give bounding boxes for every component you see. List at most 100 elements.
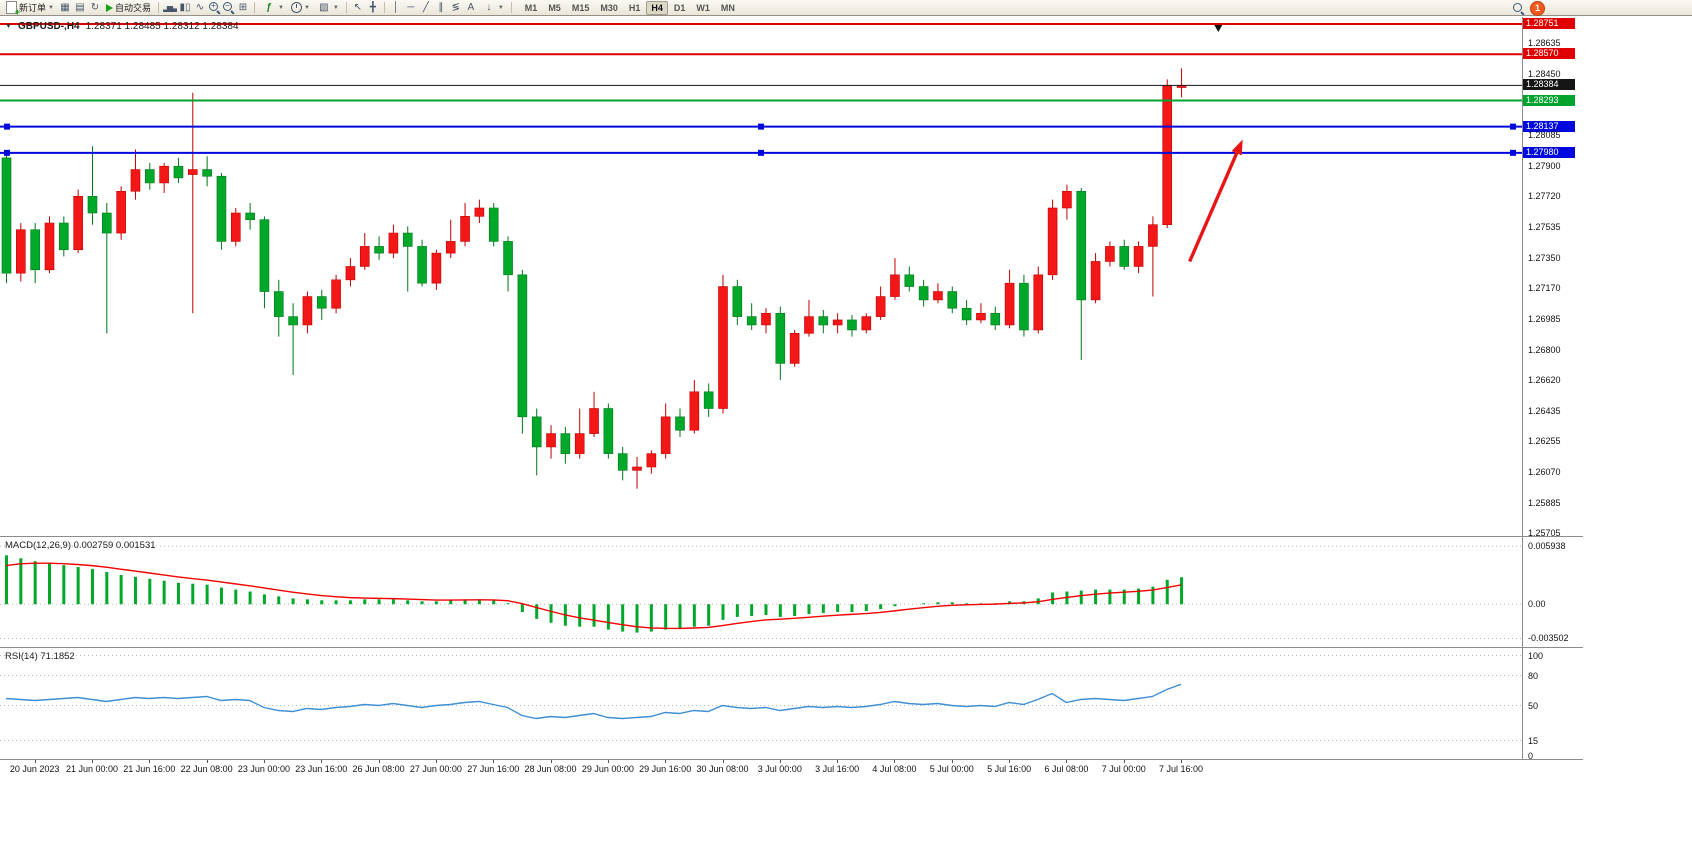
time-tick <box>91 760 93 763</box>
cursor-icon[interactable]: ↖ <box>353 2 363 13</box>
timeframe-M1[interactable]: M1 <box>524 2 538 13</box>
timeframe-MN[interactable]: MN <box>720 2 735 13</box>
search-icon[interactable] <box>1512 2 1525 15</box>
candle-bullish <box>933 291 943 301</box>
panel-splitter[interactable] <box>0 647 1583 648</box>
trend-arrow-head[interactable] <box>1231 139 1243 156</box>
timeframe-H4[interactable]: H4 <box>646 0 668 15</box>
bar-chart-icon[interactable]: ▂▅▃ <box>162 3 177 12</box>
zoom-in-icon[interactable]: + <box>208 1 221 14</box>
candle-bullish <box>660 416 671 454</box>
price-tick: 1.26070 <box>1528 467 1561 477</box>
time-axis: 20 Jun 2023 21 Jun 00:00 21 Jun 16:00 22 Ju… <box>0 760 1522 777</box>
templates-button[interactable]: ▧ ▼ <box>314 1 342 15</box>
fibonacci-icon[interactable]: ≶ <box>451 2 461 13</box>
toolbar: 新订单 ▼ ▦ ▤ ↻ 自动交易 ▂▅▃ ▮▯ ∿ + − ⊞ ƒ ▼ ▼ ▧ … <box>0 0 1692 17</box>
time-tick <box>378 760 380 763</box>
auto-trade-label: 自动交易 <box>114 3 151 13</box>
channel-icon[interactable]: ∥ <box>438 2 444 13</box>
panel-splitter[interactable] <box>0 536 1583 537</box>
time-tick <box>837 760 839 763</box>
time-label: 26 Jun 08:00 <box>352 764 405 774</box>
axis-separator <box>1522 17 1523 760</box>
line-handle[interactable] <box>4 123 10 130</box>
periods-button[interactable]: ▼ <box>288 1 313 15</box>
line-handle[interactable] <box>758 149 764 156</box>
vertical-line-icon[interactable]: │ <box>392 2 399 13</box>
trendline-icon[interactable]: ╱ <box>422 2 429 13</box>
candle-bearish <box>732 286 743 317</box>
timeframe-W1[interactable]: W1 <box>696 2 710 13</box>
candle-bullish <box>875 296 886 317</box>
candle-bearish <box>847 319 857 331</box>
time-tick <box>1181 760 1183 763</box>
new-order-button[interactable]: 新订单 ▼ <box>3 1 57 17</box>
toolbar-separator <box>383 2 385 13</box>
collapse-icon[interactable]: ▼ <box>5 23 12 30</box>
candle-bullish <box>431 252 442 284</box>
rsi-axis-label: 0 <box>1528 750 1534 761</box>
indicators-button[interactable]: ƒ ▼ <box>259 1 287 15</box>
price-axis: 1.28751 1.28570 1.28384 1.28293 1.28137 1.279… <box>1523 0 1583 843</box>
line-handle[interactable] <box>758 123 764 130</box>
line-chart-icon[interactable]: ∿ <box>195 2 205 13</box>
time-tick <box>722 760 724 763</box>
template-icon: ▧ <box>319 2 329 13</box>
timeframe-M15[interactable]: M15 <box>571 2 590 13</box>
candle-bearish <box>288 316 298 326</box>
candle-bearish <box>417 246 427 284</box>
time-label: 21 Jun 00:00 <box>65 764 118 774</box>
text-tool-icon[interactable]: A <box>467 2 475 13</box>
ohlc-values: 1.28371 1.28485 1.28312 1.28384 <box>85 21 239 32</box>
candle-bullish <box>159 165 169 184</box>
macd-axis-label: -0.003502 <box>1528 633 1569 644</box>
candlestick-chart-icon[interactable]: ▮▯ <box>179 2 191 13</box>
notification-badge[interactable]: 1 <box>1530 1 1545 16</box>
market-watch-icon[interactable]: ▤ <box>75 2 85 13</box>
timeframe-row: M1 M5 M15 M30 H1 H4 D1 W1 MN <box>520 0 740 15</box>
price-tick: 1.27170 <box>1528 283 1561 294</box>
line-handle[interactable] <box>4 149 10 156</box>
auto-trade-button[interactable]: 自动交易 <box>103 1 154 15</box>
caret-down-icon: ▼ <box>332 4 339 11</box>
macd-axis-label: 0.005938 <box>1528 541 1566 552</box>
line-handle[interactable] <box>1510 149 1516 156</box>
price-badge-1.28384: 1.28384 <box>1523 79 1575 91</box>
candle-bullish <box>1090 261 1101 301</box>
price-badge-1.27980: 1.27980 <box>1523 146 1575 158</box>
candle-bearish <box>1119 246 1130 267</box>
candle-bullish <box>1033 274 1044 331</box>
chart-object-marker[interactable] <box>1214 25 1223 33</box>
timeframe-H1[interactable]: H1 <box>628 2 641 13</box>
candle-bullish <box>388 232 399 254</box>
timeframe-M30[interactable]: M30 <box>600 2 618 13</box>
crosshair-icon[interactable]: ╋ <box>369 2 376 13</box>
candle-bearish <box>675 416 685 431</box>
caret-down-icon: ▼ <box>303 4 310 11</box>
chart-window-icon[interactable]: ▦ <box>60 2 70 13</box>
time-tick <box>1009 760 1011 763</box>
toolbar-separator <box>345 2 347 13</box>
refresh-icon[interactable]: ↻ <box>90 2 100 13</box>
tile-windows-icon[interactable]: ⊞ <box>238 2 248 13</box>
candle-bullish <box>116 190 126 234</box>
candle-bearish <box>818 316 829 326</box>
rsi-axis-label: 15 <box>1528 735 1539 746</box>
line-handle[interactable] <box>1510 123 1516 130</box>
time-label: 22 Jun 08:00 <box>180 764 233 774</box>
price-badge-1.28293: 1.28293 <box>1523 94 1575 106</box>
candle-bullish <box>130 169 141 192</box>
trend-arrow-line[interactable] <box>1188 145 1242 263</box>
horizontal-line-icon[interactable]: ─ <box>407 2 415 13</box>
zoom-out-icon[interactable]: − <box>222 1 235 14</box>
candle-bullish <box>474 207 485 217</box>
timeframe-M5[interactable]: M5 <box>548 2 561 13</box>
time-label: 21 Jun 16:00 <box>123 764 176 774</box>
time-label: 5 Jul 16:00 <box>987 764 1032 774</box>
timeframe-D1[interactable]: D1 <box>673 2 686 13</box>
candle-bearish <box>259 219 270 292</box>
arrows-button[interactable]: ↓ ▼ <box>479 1 507 15</box>
price-tick: 1.26255 <box>1528 436 1561 447</box>
rsi-panel <box>0 655 1522 741</box>
candle-bullish <box>302 296 313 326</box>
